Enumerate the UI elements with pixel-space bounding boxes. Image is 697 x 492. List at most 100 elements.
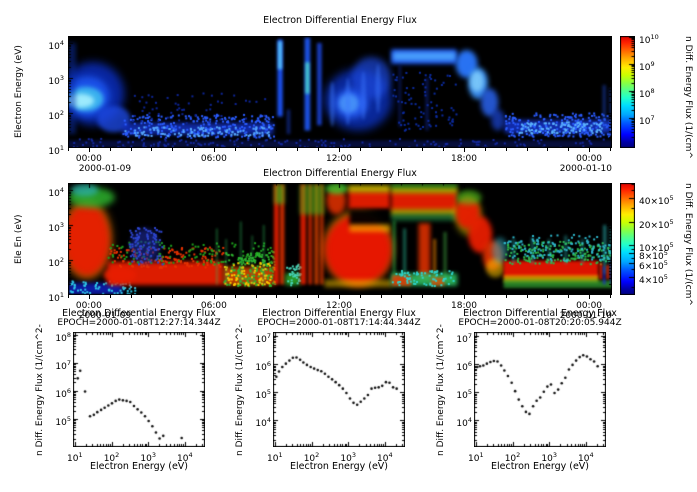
y-tick-label: 105: [55, 414, 71, 428]
x-tick-label: 00:00: [75, 301, 102, 311]
x-tick-mark: [422, 295, 424, 298]
x-tick-mark: [589, 148, 591, 152]
x-tick-mark: [484, 148, 486, 151]
x-tick-label: 06:00: [200, 301, 227, 311]
colorbar-tick-label: 8×105: [639, 248, 668, 262]
x-tick-label: 101: [468, 451, 484, 464]
x-tick-mark: [213, 295, 215, 299]
x-tick-mark: [318, 295, 320, 298]
y-tick-label: 101: [48, 291, 64, 304]
y-axis-label: n Diff. Energy Flux (1/(cm^2-: [235, 323, 245, 456]
y-tick-label: 103: [48, 74, 64, 87]
x-tick-mark: [109, 295, 111, 298]
x-tick-mark: [505, 295, 507, 298]
x-tick-label: 103: [340, 451, 356, 464]
panel-title: Electron Differential Energy Flux: [62, 308, 216, 319]
x-tick-mark: [526, 148, 528, 151]
y-axis-label: n Diff. Energy Flux (1/(cm^2-: [35, 323, 45, 456]
y-tick-label: 107: [255, 332, 271, 346]
x-tick-mark: [297, 148, 299, 151]
x-axis-label: Electron Energy (eV): [490, 461, 590, 472]
colorbar-tick-label: 20×105: [639, 217, 674, 231]
y-tick-label: 104: [48, 39, 64, 52]
x-tick-mark: [547, 295, 549, 298]
scatter-canvas[interactable]: [474, 332, 606, 447]
y-tick-label: 106: [255, 360, 271, 374]
x-tick-label: 00:00: [75, 154, 102, 164]
colorbar-tick-label: 1010: [639, 32, 659, 46]
x-tick-mark: [234, 295, 236, 298]
colorbar: [620, 183, 635, 295]
x-tick-mark: [505, 148, 507, 151]
y-tick-label: 107: [456, 332, 472, 346]
x-tick-label: 00:00: [576, 154, 603, 164]
x-tick-mark: [401, 148, 403, 151]
y-axis-label: Ele En (eV): [14, 214, 24, 264]
panel-title: Electron Differential Energy Flux: [463, 308, 617, 319]
x-tick-mark: [484, 295, 486, 298]
scatter-canvas[interactable]: [73, 332, 205, 447]
colorbar-tick-label: 107: [639, 114, 655, 128]
x-tick-mark: [318, 148, 320, 151]
epoch-subtitle: EPOCH=2000-01-08T17:14:44.344Z: [257, 318, 421, 328]
epoch-subtitle: EPOCH=2000-01-08T20:20:05.944Z: [458, 318, 622, 328]
x-tick-label: 103: [140, 451, 156, 464]
spectrogram-canvas[interactable]: [68, 36, 612, 148]
x-tick-label: 00:00: [576, 301, 603, 311]
colorbar: [620, 36, 635, 148]
x-tick-mark: [193, 295, 195, 298]
x-tick-mark: [193, 148, 195, 151]
x-tick-label: 102: [103, 451, 120, 464]
scatter-canvas[interactable]: [273, 332, 405, 447]
colorbar-label: n Diff. Energy Flux (1/(cm^: [683, 36, 693, 159]
x-tick-mark: [359, 148, 361, 151]
x-tick-label: 12:00: [325, 154, 352, 164]
x-tick-mark: [130, 148, 132, 151]
y-tick-label: 107: [55, 358, 71, 372]
y-tick-label: 104: [456, 416, 472, 430]
y-tick-label: 102: [48, 256, 64, 269]
x-tick-mark: [380, 148, 382, 151]
x-tick-mark: [109, 148, 111, 151]
y-tick-label: 102: [48, 109, 64, 122]
x-tick-mark: [297, 295, 299, 298]
x-tick-mark: [609, 148, 611, 151]
epoch-subtitle: EPOCH=2000-01-08T12:27:14.344Z: [57, 318, 221, 328]
x-tick-mark: [443, 148, 445, 151]
x-tick-label: 104: [377, 451, 393, 464]
y-axis-label: n Diff. Energy Flux (1/(cm^2-: [436, 323, 446, 456]
x-tick-mark: [151, 148, 153, 151]
x-tick-label: 101: [267, 451, 283, 464]
panel-title: Electron Differential Energy Flux: [263, 168, 417, 179]
x-tick-label: 18:00: [451, 154, 477, 164]
x-tick-mark: [338, 295, 340, 299]
colorbar-tick-label: 108: [639, 86, 655, 100]
x-tick-mark: [589, 295, 591, 299]
y-axis-label: Electron Energy (eV): [14, 45, 24, 139]
y-tick-label: 104: [255, 416, 271, 430]
x-tick-mark: [276, 148, 278, 151]
x-tick-label: 18:00: [451, 301, 477, 311]
x-tick-mark: [88, 148, 90, 152]
x-tick-mark: [464, 295, 465, 299]
colorbar-label: n Diff. Energy Flux (1/(cm^: [683, 183, 693, 306]
date-label-left: 2000-01-09: [78, 164, 132, 174]
spectrogram-canvas[interactable]: [68, 183, 612, 295]
date-label-right: 2000-01-10: [559, 311, 612, 321]
x-tick-mark: [172, 295, 174, 298]
x-axis-label: Electron Energy (eV): [89, 461, 189, 472]
x-tick-label: 102: [504, 451, 521, 464]
y-tick-label: 105: [255, 388, 271, 402]
colorbar-tick-label: 109: [639, 59, 655, 73]
x-tick-mark: [443, 295, 445, 298]
x-tick-mark: [255, 148, 257, 151]
y-tick-label: 106: [456, 360, 472, 374]
x-tick-mark: [68, 295, 69, 298]
y-tick-label: 101: [48, 144, 64, 157]
x-tick-mark: [130, 295, 132, 298]
x-tick-mark: [547, 148, 549, 151]
x-tick-label: 12:00: [325, 301, 352, 311]
x-tick-mark: [609, 295, 611, 298]
x-axis-label: Electron Energy (eV): [289, 461, 389, 472]
